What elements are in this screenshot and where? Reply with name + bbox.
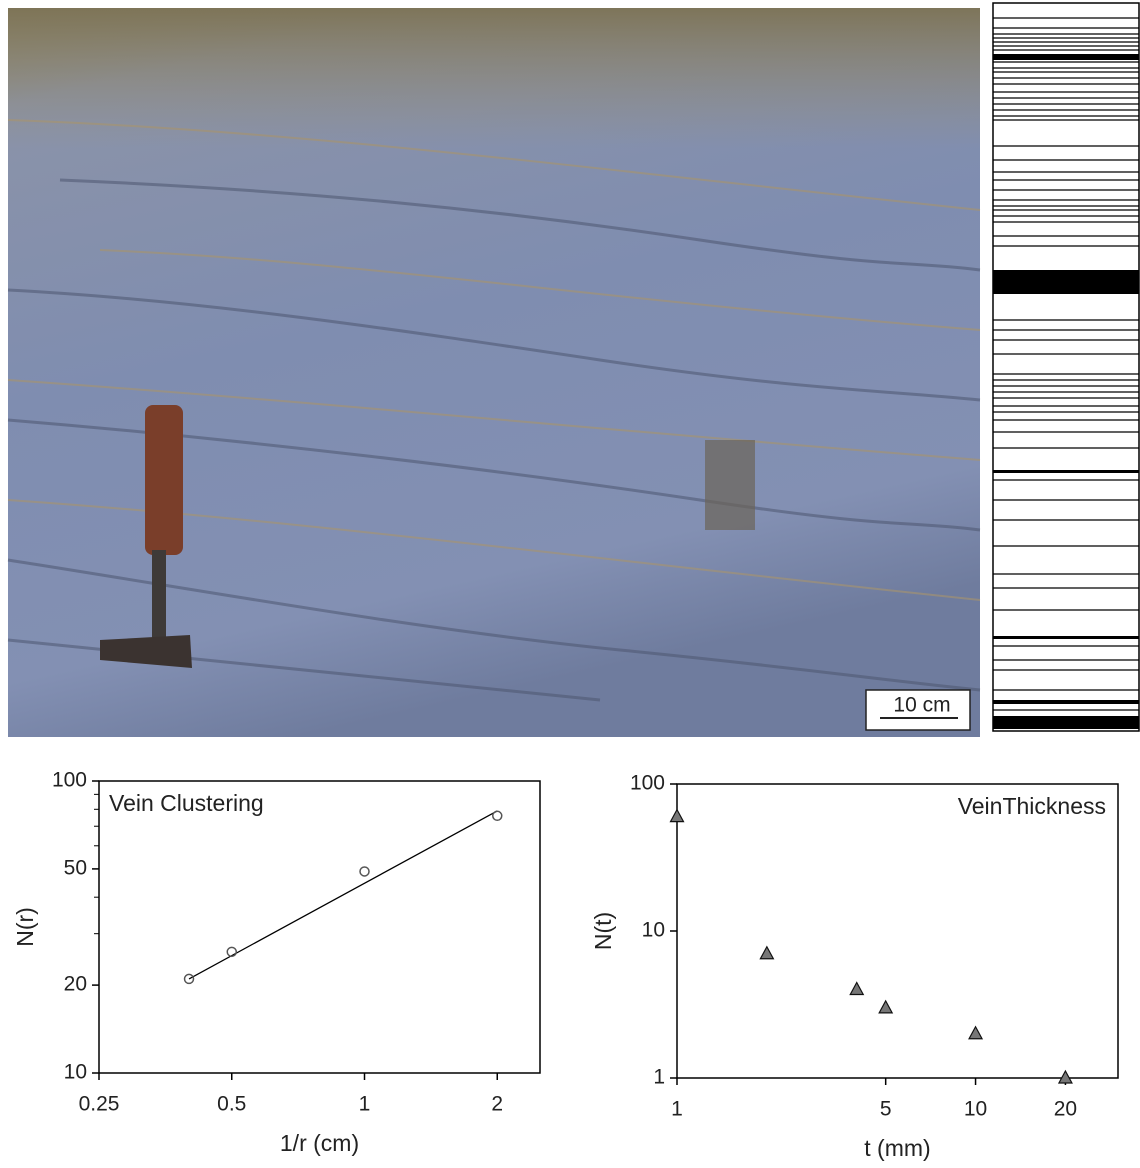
vein-band (993, 470, 1139, 473)
x-tick-label: 2 (491, 1093, 503, 1116)
vein-band (993, 700, 1139, 704)
data-point (879, 1001, 892, 1013)
x-tick-label: 1 (359, 1093, 371, 1116)
vein-band (993, 54, 1139, 60)
data-point (1059, 1071, 1072, 1083)
data-point (850, 982, 863, 994)
data-point (493, 811, 502, 820)
y-tick-label: 10 (64, 1061, 87, 1084)
x-tick-label: 5 (880, 1098, 892, 1121)
y-axis-label: N(r) (12, 907, 38, 947)
y-axis-label: N(t) (590, 912, 616, 950)
x-axis-label: t (mm) (864, 1135, 930, 1161)
y-tick-label: 100 (52, 769, 87, 792)
y-tick-label: 10 (642, 919, 665, 942)
chart-title: Vein Clustering (109, 790, 264, 816)
figure: 10 cm 10 20 50 100 0.25 0.5 1 2 1/r (cm) N(r) Vein… (0, 0, 1140, 1163)
chart-title: VeinThickness (958, 793, 1106, 819)
data-point (969, 1027, 982, 1039)
y-tick-label: 1 (653, 1066, 665, 1089)
x-tick-label: 20 (1054, 1098, 1077, 1121)
x-tick-label: 0.25 (79, 1093, 120, 1116)
y-tick-label: 20 (64, 973, 87, 996)
x-axis-label: 1/r (cm) (280, 1130, 359, 1156)
data-point (671, 810, 684, 822)
plot-frame (677, 784, 1118, 1078)
page: {"photo": {"scale_bar": "10 cm"}, "chart… (0, 0, 1140, 1168)
y-tick-label: 100 (630, 772, 665, 795)
data-point (760, 947, 773, 959)
x-tick-label: 1 (671, 1098, 683, 1121)
vein-band (993, 716, 1139, 729)
data-point (360, 867, 369, 876)
plot-frame (99, 781, 540, 1073)
vein-band (993, 636, 1139, 639)
x-tick-label: 10 (964, 1098, 987, 1121)
vein-band (993, 270, 1139, 294)
x-tick-label: 0.5 (217, 1093, 246, 1116)
scale-bar-label: 10 cm (893, 694, 950, 717)
vein-log (993, 3, 1139, 731)
outcrop-photo: 10 cm (8, 8, 980, 737)
y-tick-label: 50 (64, 856, 87, 879)
